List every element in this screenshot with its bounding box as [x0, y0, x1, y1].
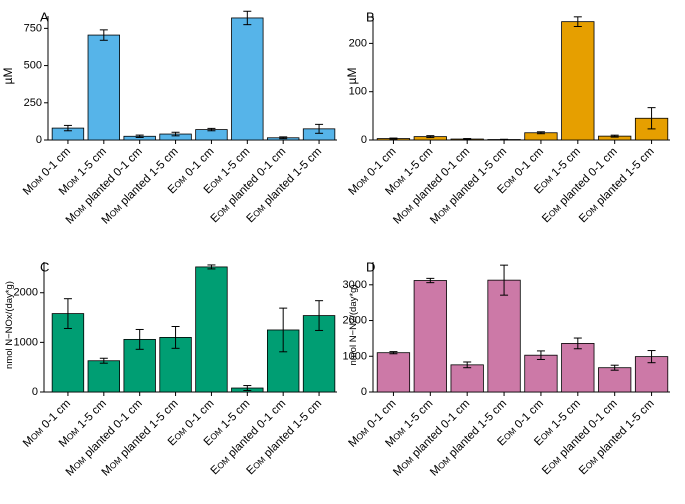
error-bar [389, 137, 398, 140]
error-bar [63, 124, 72, 132]
y-tick-label: 750 [24, 22, 42, 34]
bar [524, 354, 558, 393]
error-bar [171, 131, 180, 137]
error-bar [500, 264, 509, 296]
y-tick-label: 500 [24, 60, 42, 72]
panel-letter: D [366, 260, 375, 275]
error-bar [647, 350, 656, 364]
y-axis-label: µM [1, 68, 15, 85]
bar [450, 364, 484, 393]
panel-letter: A [40, 10, 49, 25]
y-tick-label: 100 [349, 86, 367, 98]
error-bar [536, 350, 545, 360]
error-bar [135, 328, 144, 350]
y-tick-label: 0 [32, 386, 38, 398]
error-bar [99, 357, 108, 364]
y-tick-label: 0 [361, 134, 367, 146]
x-tick-label: EOM planted 1-5 cm [577, 146, 657, 226]
error-bar [315, 300, 324, 331]
error-bar [573, 16, 582, 27]
bar [487, 279, 521, 393]
error-bar [135, 134, 144, 138]
error-bar [279, 307, 288, 353]
y-tick-label: 2000 [343, 315, 367, 327]
y-tick-label: 0 [36, 134, 42, 146]
y-tick-label: 2000 [14, 287, 38, 299]
bar [87, 34, 120, 141]
bar [51, 313, 85, 393]
error-bar [610, 134, 619, 138]
error-bar [426, 135, 435, 139]
error-bar [171, 325, 180, 349]
y-tick-label: 3000 [343, 279, 367, 291]
error-bar [389, 351, 398, 355]
y-axis-label: nmol N−N2/(day*g) [348, 284, 359, 365]
error-bar [536, 131, 545, 135]
bar [413, 280, 447, 393]
x-tick-label: EOM planted 1-5 cm [577, 398, 657, 478]
y-axis-label: µM [345, 68, 359, 85]
y-tick-label: 1000 [343, 350, 367, 362]
y-axis-label: nmol N−NOx/(day*g) [4, 281, 15, 369]
error-bar [207, 264, 216, 270]
bar [598, 367, 632, 393]
y-tick-label: 250 [24, 97, 42, 109]
error-bar [63, 298, 72, 329]
bar [87, 360, 120, 393]
panel-letter: C [40, 260, 49, 275]
bar [231, 17, 264, 141]
error-bar [463, 361, 472, 369]
error-bar [315, 123, 324, 134]
y-tick-label: 1000 [14, 336, 38, 348]
error-bar [243, 385, 252, 392]
error-bar [463, 138, 472, 141]
error-bar [647, 107, 656, 130]
bar [561, 343, 595, 393]
bar [561, 21, 595, 141]
panel-letter: B [366, 10, 375, 25]
y-tick-label: 0 [361, 386, 367, 398]
error-bar [207, 127, 216, 132]
error-bar [243, 10, 252, 26]
error-bar [426, 277, 435, 284]
bar [195, 266, 228, 393]
y-tick-label: 200 [349, 37, 367, 49]
error-bar [99, 29, 108, 41]
error-bar [573, 337, 582, 350]
bar [376, 352, 411, 393]
error-bar [279, 136, 288, 140]
error-bar [610, 364, 619, 371]
